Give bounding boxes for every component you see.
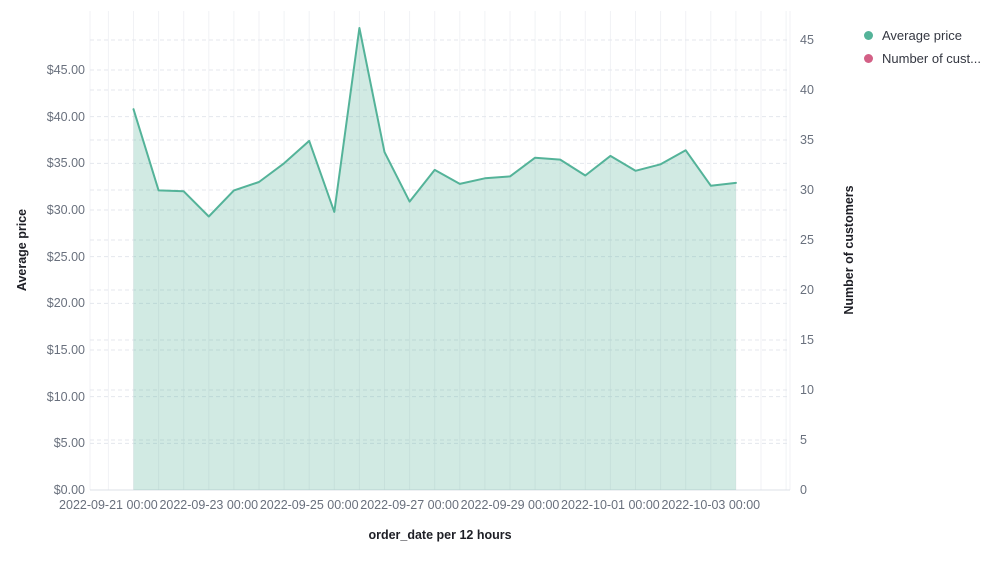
- x-tick-label: 2022-09-25 00:00: [259, 498, 359, 512]
- y-right-tick-label: 0: [800, 483, 807, 497]
- y-right-tick-label: 20: [800, 283, 814, 297]
- y-left-tick-label: $45.00: [46, 63, 85, 77]
- legend-series-label: Number of cust...: [882, 51, 981, 66]
- x-tick-label: 2022-10-01 00:00: [561, 498, 660, 512]
- y-right-axis-title: Number of customers: [842, 185, 856, 315]
- y-right-tick-label: 25: [800, 233, 814, 247]
- x-tick-label: 2022-10-03 00:00: [661, 498, 761, 512]
- y-left-axis-title: Average price: [15, 208, 29, 292]
- chart-legend: Average price Number of cust...: [864, 24, 981, 70]
- legend-series-dot-icon: [864, 54, 873, 63]
- x-tick-label: 2022-09-23 00:00: [159, 498, 259, 512]
- x-tick-label: 2022-09-27 00:00: [360, 498, 459, 512]
- legend-item-average-price[interactable]: Average price: [864, 24, 981, 47]
- y-right-tick-label: 15: [800, 333, 814, 347]
- legend-series-dot-icon: [864, 31, 873, 40]
- y-right-tick-label: 5: [800, 433, 807, 447]
- x-axis-title: order_date per 12 hours: [368, 528, 512, 542]
- y-left-tick-label: $5.00: [53, 436, 85, 451]
- x-tick-label: 2022-09-29 00:00: [460, 498, 560, 512]
- legend-item-number-of-customers[interactable]: Number of cust...: [864, 47, 981, 70]
- y-right-tick-label: 35: [800, 133, 814, 147]
- average-price-area: [133, 28, 736, 490]
- y-left-tick-label: $10.00: [46, 389, 85, 404]
- y-right-tick-label: 30: [800, 183, 814, 197]
- y-left-tick-label: $40.00: [46, 109, 85, 124]
- legend-series-label: Average price: [882, 28, 962, 43]
- y-left-tick-label: $0.00: [53, 483, 85, 497]
- y-left-tick-label: $35.00: [46, 156, 85, 171]
- y-right-tick-label: 45: [800, 33, 814, 47]
- y-left-tick-label: $20.00: [46, 296, 85, 311]
- y-right-tick-label: 40: [800, 83, 814, 97]
- y-left-tick-label: $25.00: [46, 249, 85, 264]
- x-tick-label: 2022-09-21 00:00: [59, 498, 158, 512]
- average-price-line: [132, 27, 737, 218]
- y-left-tick-label: $30.00: [46, 203, 85, 217]
- y-left-tick-label: $15.00: [46, 343, 85, 357]
- y-right-tick-label: 10: [800, 383, 814, 397]
